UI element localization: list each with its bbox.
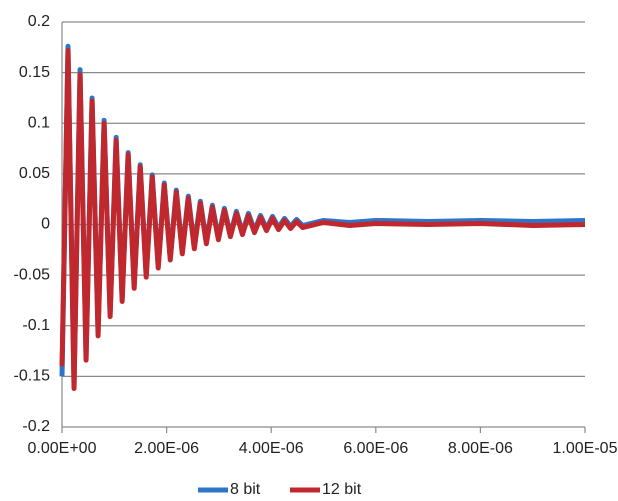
legend-label: 12 bit	[322, 481, 362, 498]
y-tick-label: 0.05	[19, 165, 50, 182]
x-tick-label: 4.00E-06	[239, 440, 304, 457]
y-tick-label: 0.15	[19, 64, 50, 81]
y-tick-label: 0	[41, 216, 50, 233]
y-tick-label: -0.05	[14, 266, 51, 283]
y-tick-label: -0.1	[22, 317, 50, 334]
y-tick-label: -0.15	[14, 368, 51, 385]
x-tick-label: 8.00E-06	[448, 440, 513, 457]
y-tick-label: 0.2	[28, 13, 50, 30]
y-tick-label: 0.1	[28, 114, 50, 131]
series-line	[59, 47, 586, 392]
legend-label: 8 bit	[230, 481, 261, 498]
y-tick-label: -0.2	[22, 418, 50, 435]
x-tick-label: 1.00E-05	[553, 440, 618, 457]
x-tick-label: 6.00E-06	[343, 440, 408, 457]
x-tick-label: 2.00E-06	[134, 440, 199, 457]
x-tick-label: 0.00E+00	[28, 440, 97, 457]
